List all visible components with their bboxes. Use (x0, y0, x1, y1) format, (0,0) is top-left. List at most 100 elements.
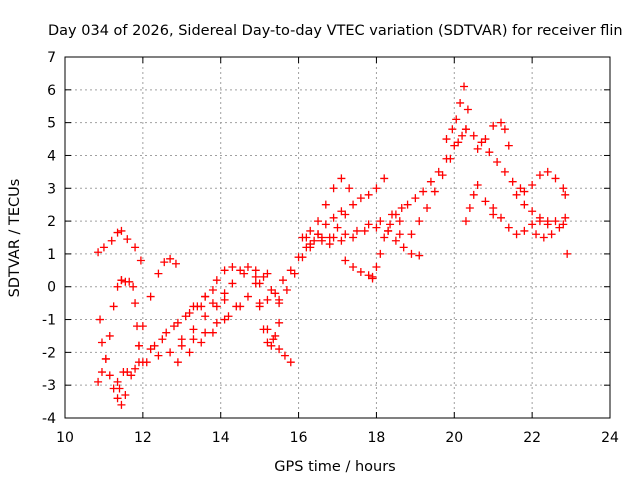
data-point (497, 213, 505, 222)
data-point (551, 217, 560, 226)
data-point (325, 233, 334, 242)
series-track-31 (520, 167, 570, 199)
data-point (504, 223, 513, 232)
data-point (243, 292, 252, 301)
data-point (508, 177, 517, 186)
data-point (117, 400, 126, 409)
data-point (372, 184, 381, 193)
data-point (493, 158, 502, 167)
data-point (177, 335, 186, 344)
data-point (535, 213, 544, 222)
data-point (423, 203, 432, 212)
data-point (189, 335, 198, 344)
data-point (337, 174, 346, 183)
data-point (446, 154, 455, 163)
series-track-33 (563, 249, 572, 258)
data-point (302, 233, 311, 242)
data-point (528, 180, 537, 189)
data-point (489, 203, 498, 212)
data-point (255, 299, 264, 308)
data-point (314, 230, 323, 239)
data-point (384, 226, 393, 235)
data-point (543, 217, 552, 226)
x-tick-label: 20 (445, 430, 463, 446)
data-point (411, 194, 420, 203)
series-track-1 (94, 226, 145, 265)
data-point (129, 282, 138, 291)
data-point (290, 269, 299, 278)
data-point (469, 190, 478, 199)
y-tick-label: 7 (47, 50, 56, 66)
data-point (282, 286, 291, 295)
data-point (286, 358, 295, 367)
data-point (528, 220, 537, 229)
series-track-23 (395, 131, 467, 226)
data-point (201, 328, 210, 337)
data-point (280, 351, 289, 360)
data-points (94, 82, 572, 409)
data-point (500, 167, 509, 176)
data-point (267, 341, 276, 350)
data-point (341, 230, 350, 239)
data-point (271, 289, 280, 298)
data-point (117, 276, 126, 285)
series-track-14 (255, 233, 326, 308)
data-point (430, 187, 439, 196)
series-track-18 (306, 210, 396, 252)
data-point (473, 180, 482, 189)
data-point (212, 302, 221, 311)
series-track-26 (461, 125, 525, 193)
data-point (395, 217, 404, 226)
data-point (259, 272, 268, 281)
data-point (500, 125, 509, 134)
data-point (380, 174, 389, 183)
data-point (97, 338, 106, 347)
data-point (415, 251, 424, 260)
data-point (341, 256, 350, 265)
data-point (138, 322, 147, 331)
series-track-8 (119, 302, 245, 377)
data-point (337, 236, 346, 245)
data-point (458, 131, 467, 140)
x-tick-label: 14 (212, 430, 230, 446)
data-point (189, 302, 198, 311)
data-point (121, 391, 130, 400)
data-point (329, 213, 338, 222)
data-point (535, 171, 544, 180)
data-point (160, 258, 169, 267)
data-point (208, 328, 217, 337)
data-point (275, 295, 284, 304)
data-point (99, 243, 108, 252)
data-point (201, 292, 210, 301)
y-tick-labels: -4 -3 -2 -1 0 1 2 3 4 5 6 7 (42, 50, 56, 427)
x-tick-label: 22 (523, 430, 541, 446)
data-point (368, 272, 377, 281)
data-point (212, 276, 221, 285)
data-point (461, 217, 470, 226)
data-point (113, 394, 122, 403)
data-point (232, 302, 241, 311)
data-point (386, 220, 395, 229)
data-point (399, 243, 408, 252)
data-point (321, 220, 330, 229)
data-point (539, 233, 548, 242)
y-tick-label: 2 (47, 214, 56, 230)
data-point (113, 282, 122, 291)
y-tick-label: 5 (47, 116, 56, 132)
data-point (134, 341, 143, 350)
data-point (131, 243, 140, 252)
series-track-28 (461, 180, 498, 226)
data-point (407, 249, 416, 258)
data-point (263, 295, 272, 304)
data-point (158, 335, 167, 344)
data-point (438, 171, 447, 180)
data-point (314, 217, 323, 226)
x-tick-labels: 10 12 14 16 18 20 22 24 (56, 430, 619, 446)
data-point (317, 236, 326, 245)
data-point (512, 230, 521, 239)
data-point (275, 318, 284, 327)
data-point (512, 190, 521, 199)
data-point (376, 217, 385, 226)
data-point (356, 194, 365, 203)
data-point (391, 236, 400, 245)
